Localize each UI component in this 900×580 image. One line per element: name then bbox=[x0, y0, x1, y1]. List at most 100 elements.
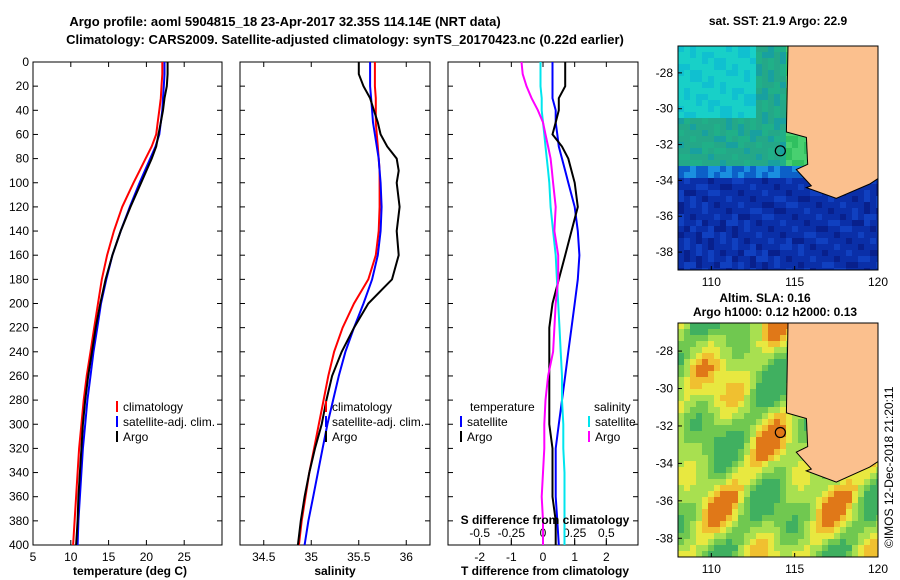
sstmap-cell bbox=[732, 112, 738, 118]
sstmap-cell bbox=[780, 250, 786, 256]
sstmap-cell bbox=[798, 136, 804, 142]
slamap-cell bbox=[834, 491, 840, 497]
sstmap-cell bbox=[870, 202, 876, 208]
sstmap-cell bbox=[714, 256, 720, 262]
slamap-cell bbox=[792, 467, 798, 473]
sstmap-cell bbox=[690, 82, 696, 88]
sstmap-cell bbox=[762, 232, 768, 238]
slamap-cell bbox=[690, 461, 696, 467]
slamap-cell bbox=[774, 497, 780, 503]
sstmap-cell bbox=[738, 178, 744, 184]
slamap-cell bbox=[786, 425, 792, 431]
sstmap-cell bbox=[780, 52, 786, 58]
sstmap-cell bbox=[828, 226, 834, 232]
slamap-cell bbox=[702, 455, 708, 461]
sstmap-cell bbox=[732, 214, 738, 220]
slamap-cell bbox=[774, 365, 780, 371]
sstmap-cell bbox=[732, 166, 738, 172]
slamap-cell bbox=[684, 491, 690, 497]
slamap-cell bbox=[774, 515, 780, 521]
sstmap-cell bbox=[762, 124, 768, 130]
sstmap-cell bbox=[798, 220, 804, 226]
slamap-cell bbox=[750, 527, 756, 533]
slamap-cell bbox=[768, 491, 774, 497]
sstmap-cell bbox=[864, 262, 870, 268]
slamap-cell bbox=[858, 491, 864, 497]
slamap-cell bbox=[702, 479, 708, 485]
slamap-cell bbox=[798, 527, 804, 533]
slamap-cell bbox=[708, 515, 714, 521]
slamap-cell bbox=[714, 527, 720, 533]
slamap-ytick-label: -32 bbox=[656, 419, 674, 433]
slamap-cell bbox=[756, 545, 762, 551]
slamap-cell bbox=[738, 539, 744, 545]
sstmap-cell bbox=[684, 238, 690, 244]
slamap-cell bbox=[684, 365, 690, 371]
slamap-cell bbox=[792, 461, 798, 467]
slamap-cell bbox=[726, 473, 732, 479]
slamap-cell bbox=[780, 413, 786, 419]
slamap-cell bbox=[732, 329, 738, 335]
sstmap-cell bbox=[744, 244, 750, 250]
slamap-cell bbox=[678, 371, 684, 377]
slamap-cell bbox=[762, 551, 768, 557]
depth-tick-label: 320 bbox=[9, 441, 29, 455]
slamap-cell bbox=[762, 449, 768, 455]
sstmap-cell bbox=[846, 238, 852, 244]
sstmap-cell bbox=[762, 64, 768, 70]
sstmap-cell bbox=[720, 52, 726, 58]
temperature-xtick-label: 25 bbox=[178, 550, 192, 564]
sstmap-cell bbox=[738, 136, 744, 142]
slamap-cell bbox=[768, 347, 774, 353]
slamap-cell bbox=[816, 545, 822, 551]
slamap-cell bbox=[870, 545, 876, 551]
slamap-cell bbox=[690, 473, 696, 479]
slamap-cell bbox=[744, 491, 750, 497]
sstmap-cell bbox=[702, 100, 708, 106]
slamap-cell bbox=[828, 485, 834, 491]
slamap-cell bbox=[858, 527, 864, 533]
slamap-cell bbox=[876, 479, 878, 485]
slamap-cell bbox=[876, 527, 878, 533]
sstmap-cell bbox=[738, 190, 744, 196]
sstmap-cell bbox=[762, 94, 768, 100]
slamap-cell bbox=[744, 425, 750, 431]
sstmap-cell bbox=[690, 76, 696, 82]
sstmap-cell bbox=[774, 166, 780, 172]
slamap-cell bbox=[744, 533, 750, 539]
legend-label-temperature: Argo bbox=[467, 430, 493, 444]
sstmap-cell bbox=[810, 244, 816, 250]
slamap-cell bbox=[870, 497, 876, 503]
slamap-cell bbox=[702, 425, 708, 431]
temperature-legend-label: climatology bbox=[123, 400, 183, 414]
sstmap-cell bbox=[708, 190, 714, 196]
slamap-cell bbox=[726, 449, 732, 455]
slamap-cell bbox=[756, 329, 762, 335]
slamap-cell bbox=[756, 323, 762, 329]
sstmap-cell bbox=[708, 46, 714, 52]
sstmap-xtick-label: 110 bbox=[702, 275, 721, 289]
slamap-cell bbox=[684, 401, 690, 407]
sstmap-cell bbox=[768, 220, 774, 226]
sstmap-cell bbox=[876, 244, 878, 250]
sstmap-cell bbox=[750, 124, 756, 130]
depth-tick-label: 300 bbox=[9, 417, 29, 431]
sstmap-cell bbox=[750, 232, 756, 238]
sstmap-cell bbox=[678, 124, 684, 130]
legend-label-salinity: satellite bbox=[595, 415, 636, 429]
sstmap-cell bbox=[870, 268, 876, 270]
sstmap-cell bbox=[786, 166, 792, 172]
sstmap-cell bbox=[744, 160, 750, 166]
sstmap-cell bbox=[840, 232, 846, 238]
sstmap-cell bbox=[696, 196, 702, 202]
slamap-cell bbox=[744, 389, 750, 395]
slamap-cell bbox=[780, 539, 786, 545]
sstmap-cell bbox=[720, 184, 726, 190]
sstmap-cell bbox=[714, 244, 720, 250]
slamap-cell bbox=[774, 353, 780, 359]
sstmap-cell bbox=[834, 250, 840, 256]
sstmap-cell bbox=[720, 202, 726, 208]
slamap-cell bbox=[846, 533, 852, 539]
slamap-cell bbox=[852, 539, 858, 545]
sstmap-cell bbox=[744, 196, 750, 202]
